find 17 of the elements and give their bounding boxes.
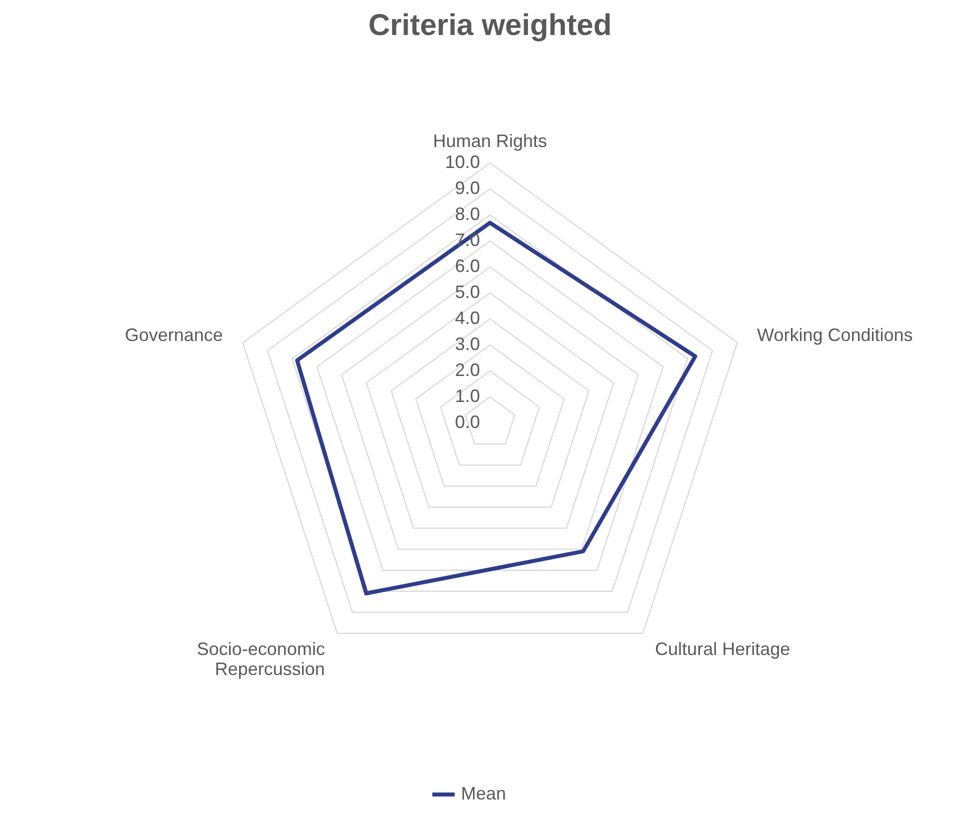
y-tick-label: 8.0 — [454, 204, 480, 224]
chart-title: Criteria weighted — [368, 9, 612, 42]
spoke-label: Governance — [124, 325, 223, 346]
y-tick-label: 6.0 — [454, 256, 480, 276]
y-tick-label: 5.0 — [454, 282, 480, 302]
legend-label: Mean — [461, 784, 506, 804]
y-tick-label: 2.0 — [454, 360, 480, 380]
spoke-label: Cultural Heritage — [655, 639, 790, 660]
y-tick-label: 10.0 — [444, 152, 480, 172]
y-tick-label: 9.0 — [454, 178, 480, 198]
spoke-label: Human Rights — [432, 131, 548, 152]
spoke-label: Socio-economic Repercussion — [196, 639, 325, 680]
y-tick-label: 0.0 — [454, 412, 480, 432]
y-tick-label: 1.0 — [454, 386, 480, 406]
y-tick-label: 3.0 — [454, 334, 480, 354]
y-tick-label: 4.0 — [454, 308, 480, 328]
spoke-label: Working Conditions — [757, 325, 913, 346]
